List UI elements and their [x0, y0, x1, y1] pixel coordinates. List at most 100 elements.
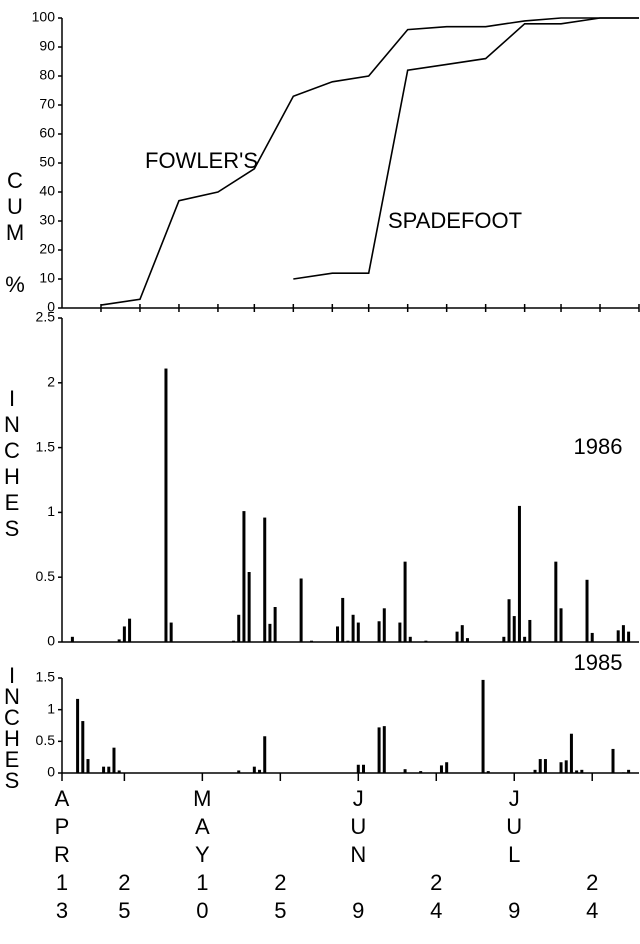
y-tick-label: 0 — [47, 764, 55, 780]
y-tick-label: 1 — [47, 700, 55, 716]
bar — [346, 640, 350, 642]
bar — [81, 721, 85, 773]
bar — [232, 640, 236, 642]
bar — [554, 561, 558, 642]
bar — [580, 769, 584, 773]
bar — [377, 727, 381, 773]
bar — [408, 636, 412, 642]
bar — [299, 578, 303, 642]
bar — [445, 762, 449, 773]
bar — [523, 636, 527, 642]
bar — [627, 631, 631, 642]
bar — [627, 769, 631, 773]
bar — [419, 771, 423, 773]
series-line — [293, 17, 639, 280]
bar — [569, 733, 573, 773]
bar — [512, 616, 516, 642]
bar — [543, 759, 547, 773]
bar — [559, 762, 563, 773]
bar — [237, 770, 241, 773]
bar — [559, 608, 563, 642]
bar — [128, 618, 132, 642]
bar — [237, 614, 241, 642]
bar — [268, 623, 272, 642]
y-tick-label: 0 — [47, 633, 55, 649]
bar — [112, 747, 116, 773]
bar — [356, 622, 360, 642]
y-tick-label: 80 — [39, 67, 55, 83]
bar — [169, 622, 173, 642]
bar — [117, 639, 121, 642]
bar — [356, 764, 360, 773]
bar — [507, 599, 511, 642]
bar — [403, 561, 407, 642]
bar — [117, 770, 121, 773]
y-tick-label: 20 — [39, 241, 55, 257]
y-tick-label: 1.5 — [36, 438, 56, 454]
series-line — [100, 17, 639, 306]
y-tick-label: 10 — [39, 270, 55, 286]
bar — [590, 632, 594, 642]
bar — [263, 517, 267, 642]
y-tick-label: 60 — [39, 125, 55, 141]
bar — [585, 579, 589, 642]
bar — [439, 765, 443, 773]
bar — [424, 640, 428, 642]
bar — [273, 607, 277, 642]
series-label: SPADEFOOT — [388, 208, 522, 233]
bar — [70, 636, 74, 642]
bar — [351, 614, 355, 642]
y-tick-label: 0 — [47, 299, 55, 315]
y-tick-label: 2.5 — [36, 309, 56, 325]
y-tick-label: 70 — [39, 96, 55, 112]
bar — [76, 698, 80, 773]
bar — [263, 736, 267, 773]
bar — [528, 619, 532, 642]
panel-title: 1986 — [574, 434, 623, 459]
bar — [517, 505, 521, 642]
y-tick-label: 90 — [39, 38, 55, 54]
series-label: FOWLER'S — [145, 148, 258, 173]
bar — [575, 770, 579, 773]
bar — [377, 621, 381, 642]
bar — [502, 636, 506, 642]
bar — [455, 631, 459, 642]
y-tick-label: 1 — [47, 503, 55, 519]
y-tick-label: 2 — [47, 374, 55, 390]
bar — [486, 771, 490, 773]
bar — [341, 597, 345, 642]
bar — [242, 511, 246, 642]
y-tick-label: 40 — [39, 183, 55, 199]
bar — [107, 766, 111, 773]
bar — [102, 766, 106, 773]
bar — [403, 769, 407, 773]
bar — [247, 572, 251, 642]
bar — [465, 638, 469, 642]
bar — [481, 679, 485, 773]
bar — [164, 368, 168, 642]
y-tick-label: 30 — [39, 212, 55, 228]
bar — [398, 622, 402, 642]
y-tick-label: 0.5 — [36, 732, 56, 748]
bar — [310, 640, 314, 642]
bar — [460, 625, 464, 642]
y-tick-label: 0.5 — [36, 568, 56, 584]
bar — [336, 626, 340, 642]
bar — [533, 769, 537, 773]
bar — [621, 772, 625, 773]
bar — [611, 748, 615, 773]
bar — [616, 630, 620, 642]
bar — [538, 759, 542, 773]
bar — [382, 726, 386, 773]
bar — [382, 608, 386, 642]
bar — [252, 766, 256, 773]
